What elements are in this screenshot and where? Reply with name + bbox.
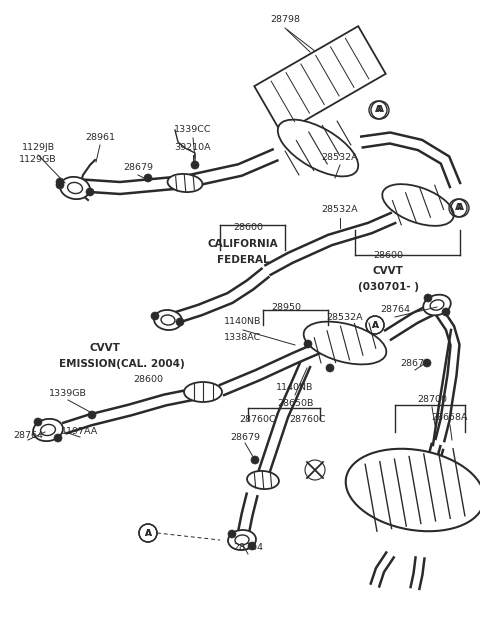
Ellipse shape bbox=[247, 471, 279, 489]
Text: A: A bbox=[372, 321, 379, 330]
Ellipse shape bbox=[278, 120, 358, 176]
Ellipse shape bbox=[235, 535, 249, 545]
Text: 28760C: 28760C bbox=[240, 416, 276, 425]
Polygon shape bbox=[254, 26, 386, 134]
Ellipse shape bbox=[184, 382, 222, 402]
Text: 1140NB: 1140NB bbox=[224, 318, 262, 326]
Circle shape bbox=[88, 411, 96, 419]
Circle shape bbox=[56, 181, 64, 189]
Circle shape bbox=[86, 188, 94, 196]
Ellipse shape bbox=[154, 310, 182, 330]
Text: 1129JB: 1129JB bbox=[22, 143, 55, 152]
Text: 39210A: 39210A bbox=[175, 143, 211, 152]
Ellipse shape bbox=[382, 184, 454, 226]
Text: 28600: 28600 bbox=[133, 376, 163, 384]
Ellipse shape bbox=[161, 315, 175, 325]
Ellipse shape bbox=[228, 530, 256, 550]
Ellipse shape bbox=[68, 182, 83, 194]
Text: 1197AA: 1197AA bbox=[61, 428, 98, 437]
Text: 28760C: 28760C bbox=[290, 416, 326, 425]
Text: 28764: 28764 bbox=[380, 306, 410, 314]
Ellipse shape bbox=[423, 294, 451, 315]
Text: 28600: 28600 bbox=[233, 223, 263, 233]
Text: CVVT: CVVT bbox=[372, 266, 403, 276]
Text: 28650B: 28650B bbox=[277, 399, 313, 408]
Text: CALIFORNIA: CALIFORNIA bbox=[208, 239, 278, 249]
Circle shape bbox=[442, 308, 450, 316]
Text: A: A bbox=[376, 106, 384, 114]
Text: A: A bbox=[372, 321, 379, 330]
Text: 28764: 28764 bbox=[233, 543, 263, 552]
Text: A: A bbox=[455, 204, 461, 213]
Text: EMISSION(CAL. 2004): EMISSION(CAL. 2004) bbox=[59, 359, 185, 369]
Circle shape bbox=[151, 312, 159, 320]
Ellipse shape bbox=[40, 425, 56, 435]
Ellipse shape bbox=[168, 174, 203, 192]
Circle shape bbox=[251, 456, 259, 464]
Text: 28679: 28679 bbox=[400, 359, 430, 367]
Circle shape bbox=[144, 174, 152, 182]
Text: A: A bbox=[144, 528, 152, 538]
Text: 28532A: 28532A bbox=[322, 153, 358, 162]
Text: 28532A: 28532A bbox=[327, 313, 363, 323]
Ellipse shape bbox=[304, 321, 386, 364]
Circle shape bbox=[326, 364, 334, 372]
Circle shape bbox=[228, 530, 236, 538]
Text: 1338AC: 1338AC bbox=[224, 333, 262, 343]
Circle shape bbox=[56, 178, 64, 186]
Text: 1339CC: 1339CC bbox=[174, 126, 212, 135]
Circle shape bbox=[191, 161, 199, 169]
Text: A: A bbox=[456, 204, 464, 213]
Text: A: A bbox=[144, 528, 152, 538]
Ellipse shape bbox=[60, 177, 90, 199]
Ellipse shape bbox=[346, 448, 480, 532]
Text: A: A bbox=[374, 106, 382, 114]
Circle shape bbox=[34, 418, 42, 426]
Text: 1339GB: 1339GB bbox=[49, 389, 87, 398]
Text: 28961: 28961 bbox=[85, 133, 115, 143]
Text: 28658A: 28658A bbox=[432, 413, 468, 423]
Text: CVVT: CVVT bbox=[90, 343, 120, 353]
Text: 28679: 28679 bbox=[123, 164, 153, 172]
Text: 1140NB: 1140NB bbox=[276, 384, 314, 392]
Ellipse shape bbox=[33, 419, 63, 441]
Circle shape bbox=[176, 318, 184, 326]
Text: (030701- ): (030701- ) bbox=[358, 282, 419, 292]
Text: FEDERAL: FEDERAL bbox=[216, 255, 269, 265]
Ellipse shape bbox=[430, 300, 444, 310]
Text: 1129GB: 1129GB bbox=[19, 155, 57, 165]
Text: 28798: 28798 bbox=[270, 16, 300, 25]
Circle shape bbox=[423, 359, 431, 367]
Text: 28532A: 28532A bbox=[322, 206, 358, 214]
Text: 28764: 28764 bbox=[13, 430, 43, 440]
Circle shape bbox=[304, 340, 312, 348]
Text: 28950: 28950 bbox=[271, 304, 301, 313]
Circle shape bbox=[248, 542, 256, 550]
Text: 28679: 28679 bbox=[230, 433, 260, 442]
Circle shape bbox=[54, 434, 62, 442]
Circle shape bbox=[424, 294, 432, 302]
Text: 28600: 28600 bbox=[373, 250, 403, 260]
Text: 28700: 28700 bbox=[417, 396, 447, 404]
